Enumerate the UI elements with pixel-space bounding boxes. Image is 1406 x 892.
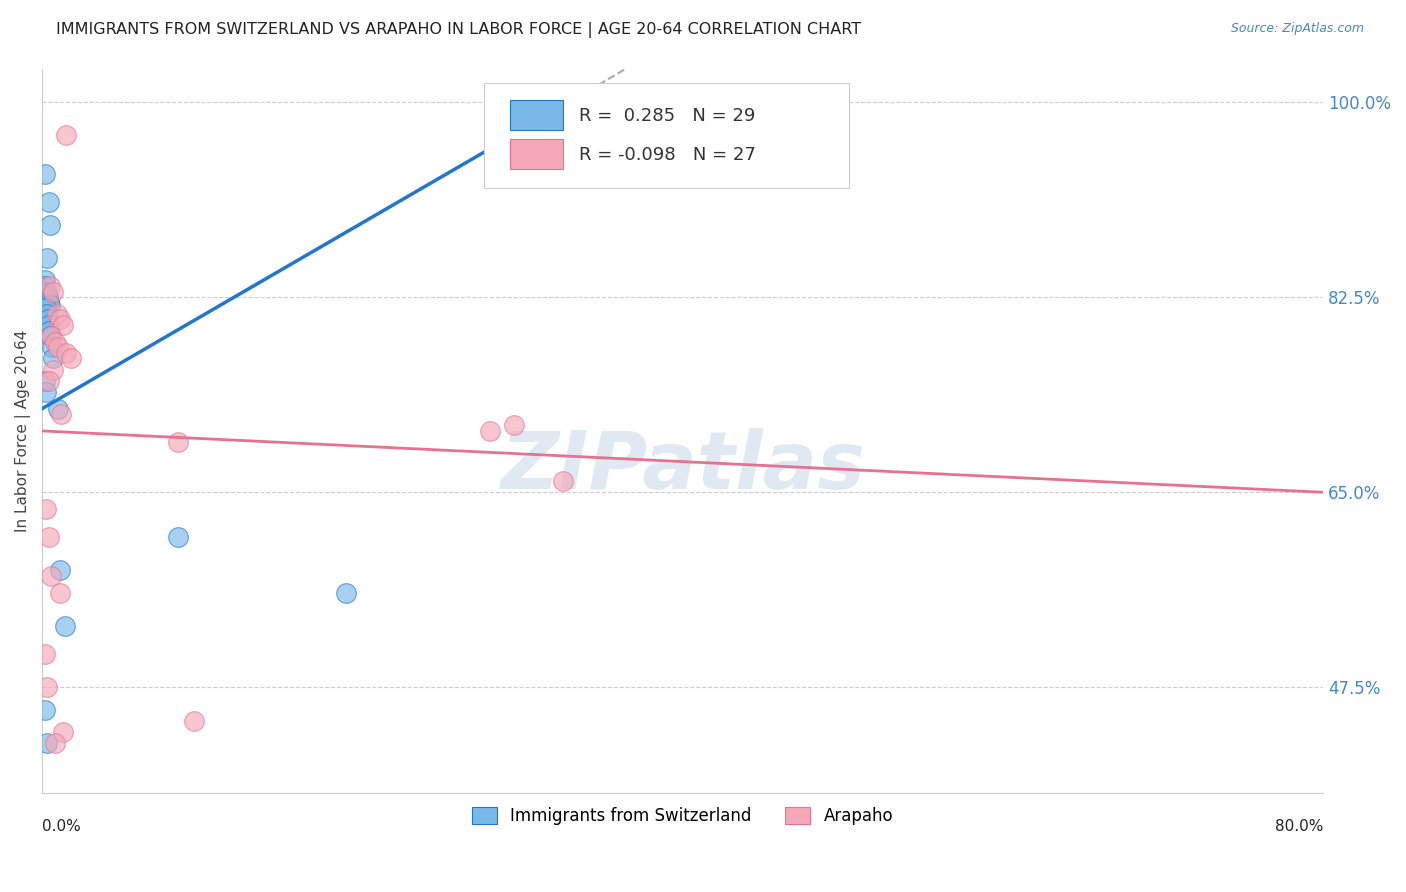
Text: R =  0.285   N = 29: R = 0.285 N = 29 bbox=[579, 107, 755, 125]
Point bbox=[35, 384, 58, 399]
Point bbox=[35, 286, 58, 301]
Point bbox=[167, 435, 190, 450]
Point bbox=[48, 312, 70, 326]
Point bbox=[34, 279, 56, 293]
Point bbox=[335, 585, 357, 599]
Point bbox=[167, 530, 190, 544]
Point bbox=[35, 301, 58, 316]
Point bbox=[38, 324, 60, 338]
Point bbox=[55, 346, 77, 360]
Point bbox=[34, 647, 56, 661]
Point bbox=[38, 195, 60, 210]
Point bbox=[44, 334, 66, 349]
Point bbox=[479, 424, 502, 438]
Text: Source: ZipAtlas.com: Source: ZipAtlas.com bbox=[1230, 22, 1364, 36]
Point bbox=[35, 681, 58, 695]
Point bbox=[51, 407, 73, 421]
Text: R = -0.098   N = 27: R = -0.098 N = 27 bbox=[579, 145, 756, 164]
Point bbox=[35, 251, 58, 265]
Point bbox=[38, 318, 60, 332]
FancyBboxPatch shape bbox=[510, 100, 564, 130]
Point bbox=[55, 128, 77, 143]
Point bbox=[38, 295, 60, 310]
Point bbox=[38, 374, 60, 388]
Y-axis label: In Labor Force | Age 20-64: In Labor Force | Age 20-64 bbox=[15, 330, 31, 533]
Point bbox=[53, 619, 76, 633]
Point bbox=[39, 218, 62, 232]
Point bbox=[39, 329, 62, 343]
Point bbox=[37, 312, 59, 326]
Point bbox=[48, 563, 70, 577]
Point bbox=[45, 307, 67, 321]
Text: ZIPatlas: ZIPatlas bbox=[501, 428, 865, 506]
Text: IMMIGRANTS FROM SWITZERLAND VS ARAPAHO IN LABOR FORCE | AGE 20-64 CORRELATION CH: IMMIGRANTS FROM SWITZERLAND VS ARAPAHO I… bbox=[56, 22, 862, 38]
Point bbox=[34, 168, 56, 182]
Text: 0.0%: 0.0% bbox=[42, 819, 82, 834]
Point bbox=[503, 418, 526, 433]
Point bbox=[46, 340, 69, 354]
Point bbox=[35, 502, 58, 516]
Text: 80.0%: 80.0% bbox=[1275, 819, 1323, 834]
Point bbox=[39, 569, 62, 583]
Point bbox=[42, 285, 65, 299]
Point bbox=[52, 318, 75, 332]
Point bbox=[39, 298, 62, 312]
Point bbox=[35, 736, 58, 750]
Point bbox=[35, 285, 58, 299]
Point bbox=[59, 351, 82, 366]
Point bbox=[183, 714, 205, 728]
Point bbox=[38, 530, 60, 544]
Point bbox=[42, 351, 65, 366]
Point bbox=[52, 725, 75, 739]
Point bbox=[38, 293, 60, 308]
Point bbox=[39, 279, 62, 293]
Point bbox=[46, 401, 69, 416]
Point bbox=[39, 329, 62, 343]
Legend: Immigrants from Switzerland, Arapaho: Immigrants from Switzerland, Arapaho bbox=[465, 801, 900, 832]
Point bbox=[48, 585, 70, 599]
FancyBboxPatch shape bbox=[484, 83, 849, 188]
Point bbox=[37, 290, 59, 304]
Point bbox=[34, 273, 56, 287]
Point bbox=[44, 736, 66, 750]
Point bbox=[35, 307, 58, 321]
Point bbox=[42, 362, 65, 376]
FancyBboxPatch shape bbox=[510, 139, 564, 169]
Point bbox=[41, 340, 63, 354]
Point bbox=[34, 374, 56, 388]
Point bbox=[551, 474, 574, 488]
Point bbox=[34, 703, 56, 717]
